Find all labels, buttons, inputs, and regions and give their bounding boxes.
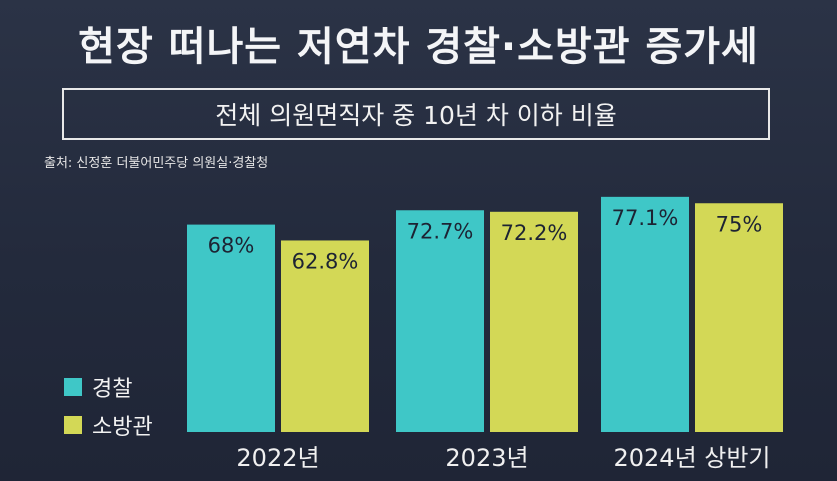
category-label-0: 2022년: [236, 444, 319, 472]
category-label-1: 2023년: [445, 444, 528, 472]
chart-title: 현장 떠나는 저연차 경찰·소방관 증가세: [78, 24, 759, 70]
data-label-police-0: 68%: [208, 234, 255, 258]
bar-police-1: [396, 210, 484, 432]
bar-fire-0: [281, 240, 369, 432]
data-label-police-2: 77.1%: [612, 206, 679, 230]
bar-police-0: [187, 224, 275, 432]
source-note: 출처: 신정훈 더불어민주당 의원실·경찰청: [44, 156, 269, 171]
legend-swatch-police: [64, 378, 82, 396]
category-label-2: 2024년 상반기: [613, 444, 770, 472]
legend-label-fire: 소방관: [92, 415, 153, 440]
chart-subtitle: 전체 의원면직자 중 10년 차 이하 비율: [215, 101, 617, 130]
chart-subtitle-box: 전체 의원면직자 중 10년 차 이하 비율: [62, 88, 770, 140]
legend-item-police: 경찰: [64, 368, 153, 406]
data-label-police-1: 72.7%: [407, 219, 474, 243]
data-label-fire-2: 75%: [716, 212, 763, 236]
legend-label-police: 경찰: [92, 377, 133, 402]
data-label-fire-0: 62.8%: [292, 249, 359, 273]
legend-item-fire: 소방관: [64, 406, 153, 444]
legend: 경찰 소방관: [64, 368, 153, 444]
legend-swatch-fire: [64, 416, 82, 434]
data-label-fire-1: 72.2%: [501, 221, 568, 245]
bar-fire-2: [695, 203, 783, 432]
bar-police-2: [601, 196, 689, 432]
bar-fire-1: [490, 211, 578, 432]
